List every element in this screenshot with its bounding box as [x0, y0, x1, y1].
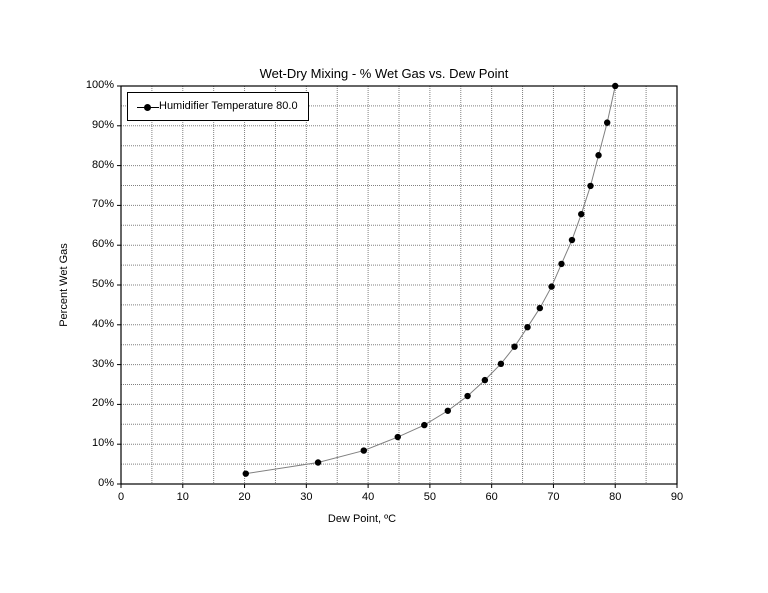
data-point — [603, 119, 611, 126]
data-point — [558, 260, 565, 268]
x-tick-label: 40 — [361, 491, 375, 503]
data-point — [595, 152, 602, 159]
legend: Humidifier Temperature 80.0 — [127, 92, 309, 121]
y-tick-label: 50% — [91, 278, 114, 290]
data-point — [497, 360, 505, 368]
y-tick-label: 40% — [91, 317, 114, 330]
legend-marker-icon — [144, 104, 151, 111]
y-tick-label: 80% — [91, 158, 114, 171]
data-point — [444, 407, 452, 414]
data-point — [481, 376, 489, 384]
x-tick-label: 10 — [176, 491, 189, 503]
data-point — [548, 283, 555, 290]
x-tick-label: 60 — [485, 491, 498, 503]
data-point — [464, 392, 471, 400]
x-tick-label: 90 — [670, 491, 684, 503]
y-tick-label: 30% — [91, 357, 114, 370]
y-tick-label: 70% — [91, 198, 114, 211]
data-point — [536, 304, 544, 312]
y-tick-label: 0% — [98, 477, 114, 489]
x-tick-label: 0 — [117, 491, 125, 503]
x-tick-label: 30 — [300, 491, 313, 503]
data-point — [511, 343, 518, 350]
chart-title: Wet-Dry Mixing - % Wet Gas vs. Dew Point — [259, 66, 509, 81]
x-tick-label: 50 — [423, 491, 436, 503]
data-point — [421, 421, 428, 429]
y-tick-label: 100% — [85, 79, 114, 91]
x-tick-label: 20 — [238, 491, 251, 503]
data-point — [578, 210, 585, 218]
data-point — [524, 323, 531, 331]
x-axis-label: Dew Point, ºC — [327, 513, 397, 525]
legend-label: Humidifier Temperature 80.0 — [159, 100, 298, 112]
x-tick-label: 80 — [609, 491, 622, 503]
data-point — [587, 182, 594, 190]
y-tick-label: 60% — [91, 238, 114, 251]
data-point — [314, 459, 322, 466]
y-tick-label: 10% — [91, 437, 114, 450]
series-line — [245, 85, 616, 475]
y-axis-label: Percent Wet Gas — [58, 243, 70, 327]
data-point — [612, 82, 619, 90]
y-tick-label: 20% — [91, 397, 114, 410]
x-tick-label: 70 — [547, 491, 560, 503]
data-point — [242, 470, 249, 477]
data-point — [394, 433, 401, 441]
data-point — [568, 236, 576, 244]
data-point — [360, 447, 367, 454]
y-tick-label: 90% — [91, 118, 114, 131]
